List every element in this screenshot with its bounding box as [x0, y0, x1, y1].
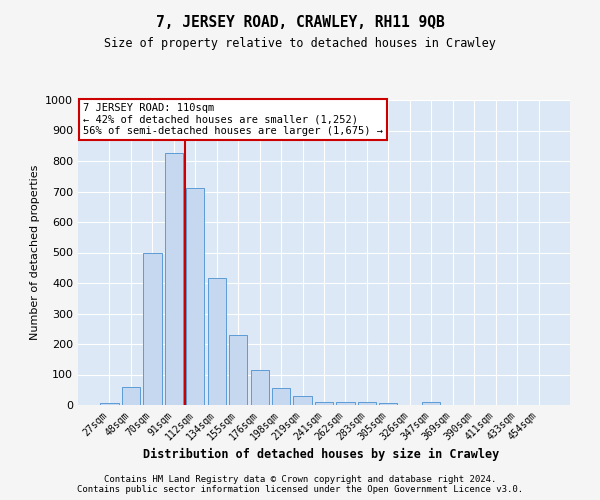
Bar	[251, 370, 269, 405]
Text: 7, JERSEY ROAD, CRAWLEY, RH11 9QB: 7, JERSEY ROAD, CRAWLEY, RH11 9QB	[155, 15, 445, 30]
Bar	[293, 396, 311, 405]
Bar	[186, 188, 205, 405]
Bar	[422, 402, 440, 405]
Bar	[358, 402, 376, 405]
Bar	[337, 402, 355, 405]
Bar	[272, 388, 290, 405]
Bar	[122, 386, 140, 405]
Text: Contains HM Land Registry data © Crown copyright and database right 2024.: Contains HM Land Registry data © Crown c…	[104, 474, 496, 484]
Bar	[315, 402, 333, 405]
Text: Size of property relative to detached houses in Crawley: Size of property relative to detached ho…	[104, 38, 496, 51]
Text: Contains public sector information licensed under the Open Government Licence v3: Contains public sector information licen…	[77, 485, 523, 494]
Text: 7 JERSEY ROAD: 110sqm
← 42% of detached houses are smaller (1,252)
56% of semi-d: 7 JERSEY ROAD: 110sqm ← 42% of detached …	[83, 103, 383, 136]
Bar	[143, 252, 161, 405]
Bar	[208, 278, 226, 405]
Y-axis label: Number of detached properties: Number of detached properties	[29, 165, 40, 340]
Bar	[165, 154, 183, 405]
Bar	[229, 335, 247, 405]
Bar	[379, 402, 397, 405]
Bar	[100, 404, 119, 405]
Text: Distribution of detached houses by size in Crawley: Distribution of detached houses by size …	[143, 448, 499, 460]
